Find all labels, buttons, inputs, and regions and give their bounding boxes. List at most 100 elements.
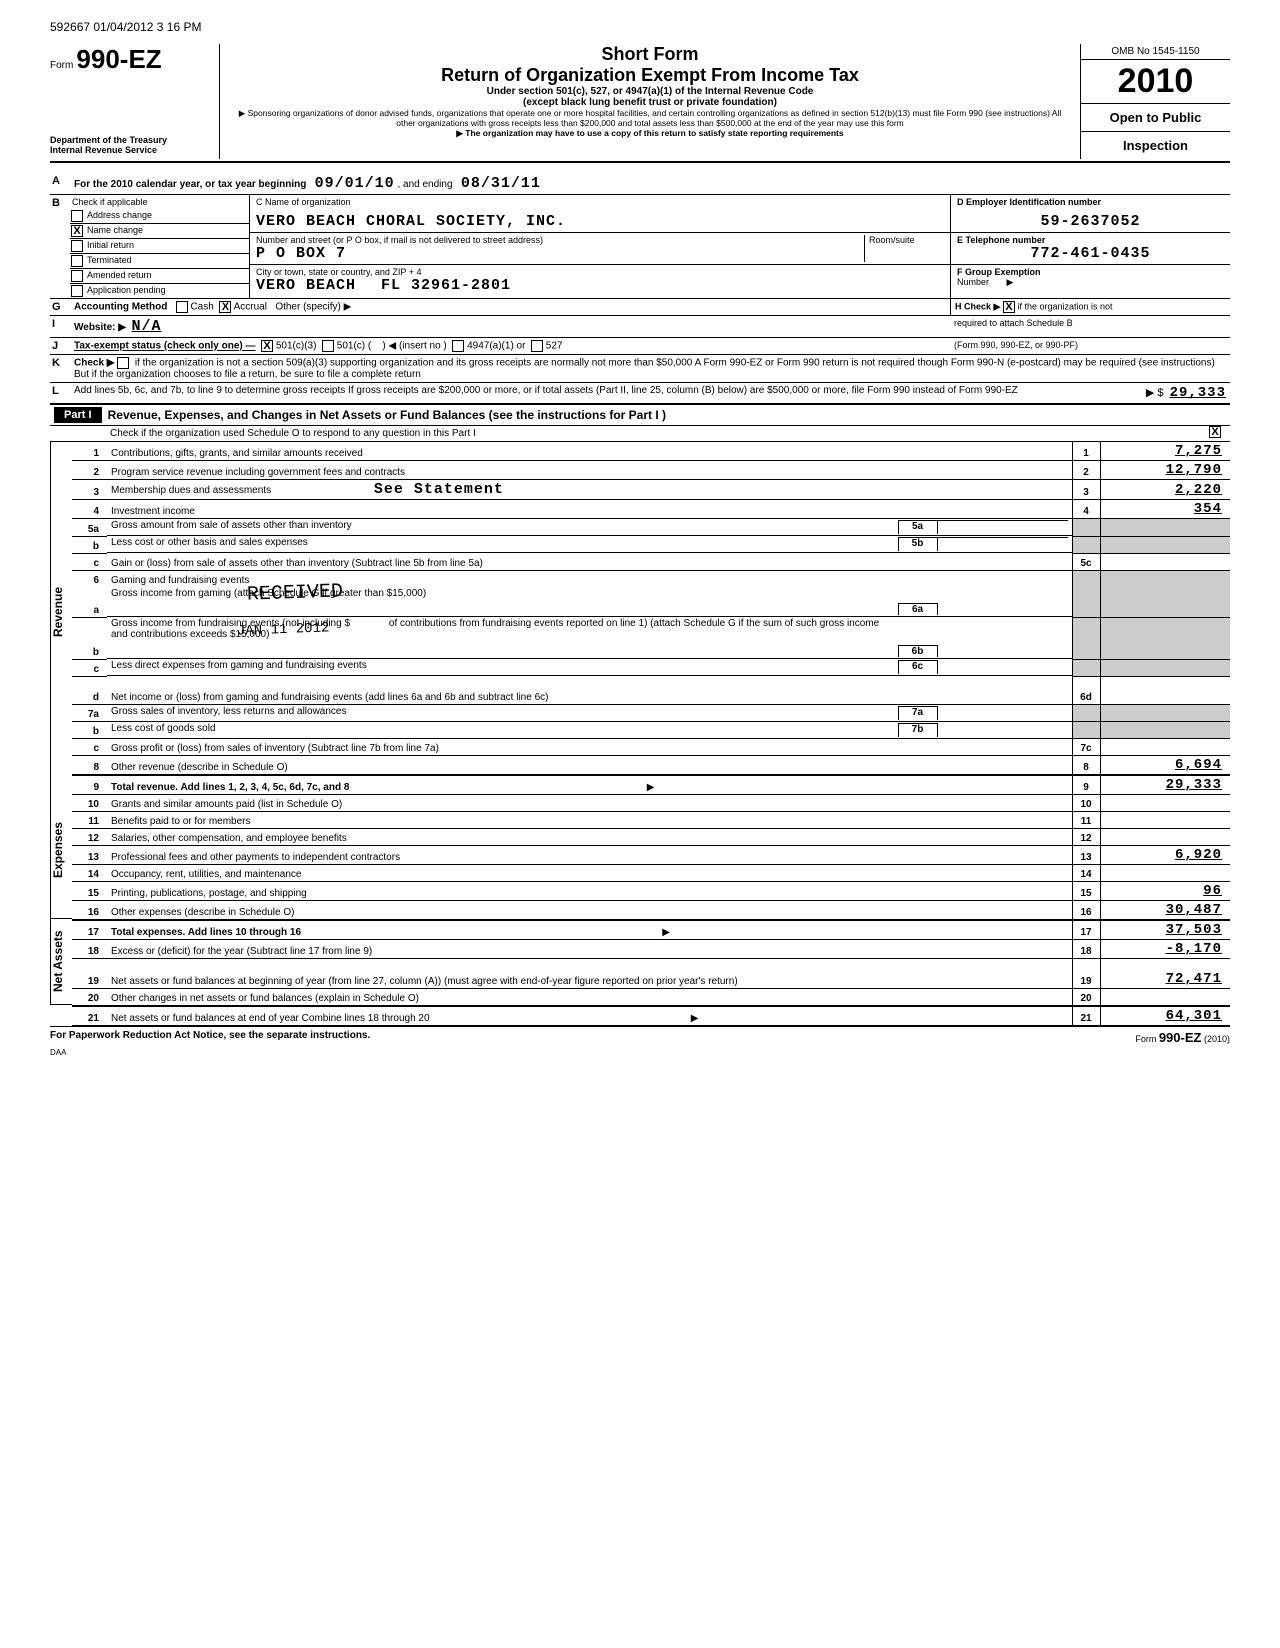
daa: DAA [50,1048,1230,1057]
ein: 59-2637052 [957,207,1224,230]
row-18-amt: -8,170 [1100,940,1230,959]
subtitle-2: (except black lung benefit trust or priv… [230,97,1070,108]
row-7a-num: 7a [72,704,107,722]
row-13-box: 13 [1072,846,1100,865]
row-15-num: 15 [72,882,107,901]
l-text: Add lines 5b, 6c, and 7b, to line 9 to d… [74,385,1018,396]
header-note-1: ▶ Sponsoring organizations of donor advi… [230,108,1070,128]
checkbox-initial-return[interactable] [71,240,83,252]
line-i: I Website: ▶ N/A required to attach Sche… [50,316,1230,338]
checkbox-501c[interactable] [322,340,334,352]
row-19-amt: 72,471 [1100,959,1230,989]
row-9-text: Total revenue. Add lines 1, 2, 3, 4, 5c,… [107,775,1072,795]
g-other: Other (specify) ▶ [275,302,351,313]
row-16-box: 16 [1072,901,1100,921]
row-17-amt: 37,503 [1100,920,1230,940]
part-1-title: Revenue, Expenses, and Changes in Net As… [108,408,666,422]
open-to-public: Open to Public [1081,104,1230,132]
row-4-num: 4 [72,500,107,519]
opt-pending: Application pending [87,285,166,297]
checkbox-4947[interactable] [452,340,464,352]
row-18-box: 18 [1072,940,1100,959]
row-6-num: 6 [72,570,107,587]
f-label: F Group Exemption [957,267,1041,277]
line-l: L Add lines 5b, 6c, and 7b, to line 9 to… [50,383,1230,404]
row-6d-box: 6d [1072,676,1100,704]
row-8-num: 8 [72,756,107,776]
checkbox-amended[interactable] [71,270,83,282]
row-11-box: 11 [1072,812,1100,829]
checkbox-address-change[interactable] [71,210,83,222]
form-number: 990-EZ [76,44,161,74]
row-17-text: Total expenses. Add lines 10 through 16 … [107,920,1072,940]
g-accrual: Accrual [234,302,267,313]
checkbox-terminated[interactable] [71,255,83,267]
footer-left: For Paperwork Reduction Act Notice, see … [50,1030,370,1045]
j-o4: 527 [546,341,563,352]
row-13-text: Professional fees and other payments to … [107,846,1072,865]
dept-treasury: Department of the Treasury [50,135,211,145]
section-b: B Check if applicable Address change Nam… [50,195,1230,299]
row-5b-text: Less cost or other basis and sales expen… [111,537,898,551]
checkbox-k[interactable] [117,357,129,369]
row-7a-sub: 7a [898,706,938,720]
date-stamp: JAN 11 2012 [237,620,330,639]
row-6a-sub: 6a [898,603,938,615]
row-8-text: Other revenue (describe in Schedule O) [107,756,1072,776]
row-5b-num: b [72,536,107,553]
addr-label: Number and street (or P O box, if mail i… [256,235,864,245]
row-7b-text: Less cost of goods sold [111,723,898,737]
row-2-num: 2 [72,461,107,480]
row-5c-box: 5c [1072,553,1100,570]
row-5b-sub: 5b [898,537,938,551]
dept-irs: Internal Revenue Service [50,145,211,155]
checkbox-pending[interactable] [71,285,83,297]
org-address: P O BOX 7 [256,245,864,262]
row-6d-num: d [72,676,107,704]
row-19-num: 19 [72,959,107,989]
row-15-amt: 96 [1100,882,1230,901]
row-5a-sub: 5a [898,520,938,534]
row-20-text: Other changes in net assets or fund bala… [107,989,1072,1006]
checkbox-h[interactable] [1003,301,1015,313]
row-21-text: Net assets or fund balances at end of ye… [107,1006,1072,1026]
checkbox-accrual[interactable] [219,301,231,313]
part-1-check: Check if the organization used Schedule … [50,426,1230,442]
j-label: Tax-exempt status (check only one) — [74,341,256,352]
row-13-amt: 6,920 [1100,846,1230,865]
row-14-text: Occupancy, rent, utilities, and maintena… [107,865,1072,882]
row-1-text: Contributions, gifts, grants, and simila… [107,442,1072,461]
row-19-text: Net assets or fund balances at beginning… [107,959,1072,989]
line-k: K Check ▶ if the organization is not a s… [50,355,1230,383]
city-label: City or town, state or country, and ZIP … [256,267,944,277]
row-20-box: 20 [1072,989,1100,1006]
row-6a-num: a [72,587,107,617]
row-18-num: 18 [72,940,107,959]
line-a: A For the 2010 calendar year, or tax yea… [50,173,1230,195]
checkbox-501c3[interactable] [261,340,273,352]
part-1-header: Part I Revenue, Expenses, and Changes in… [50,404,1230,426]
row-17-box: 17 [1072,920,1100,940]
checkbox-schedule-o[interactable] [1209,426,1221,438]
website: N/A [132,318,162,335]
k-label: Check ▶ [74,358,114,369]
row-3-box: 3 [1072,480,1100,500]
row-8-box: 8 [1072,756,1100,776]
row-7a-text: Gross sales of inventory, less returns a… [111,706,898,720]
row-6c-sub: 6c [898,660,938,674]
arrow-icon: ▶ [691,1013,699,1024]
l-arrow: ▶ $ [1146,387,1164,399]
checkbox-cash[interactable] [176,301,188,313]
tax-year: 2010 [1081,60,1230,104]
row-14-box: 14 [1072,865,1100,882]
row-6b-text: Gross income from fundraising events (no… [111,618,898,657]
return-title: Return of Organization Exempt From Incom… [230,65,1070,86]
checkbox-name-change[interactable] [71,225,83,237]
row-21-amt: 64,301 [1100,1006,1230,1026]
checkbox-527[interactable] [531,340,543,352]
arrow-icon: ▶ [662,927,670,938]
opt-address: Address change [87,210,152,222]
row-7c-num: c [72,739,107,756]
row-7c-text: Gross profit or (loss) from sales of inv… [107,739,1072,756]
row-5c-num: c [72,553,107,570]
